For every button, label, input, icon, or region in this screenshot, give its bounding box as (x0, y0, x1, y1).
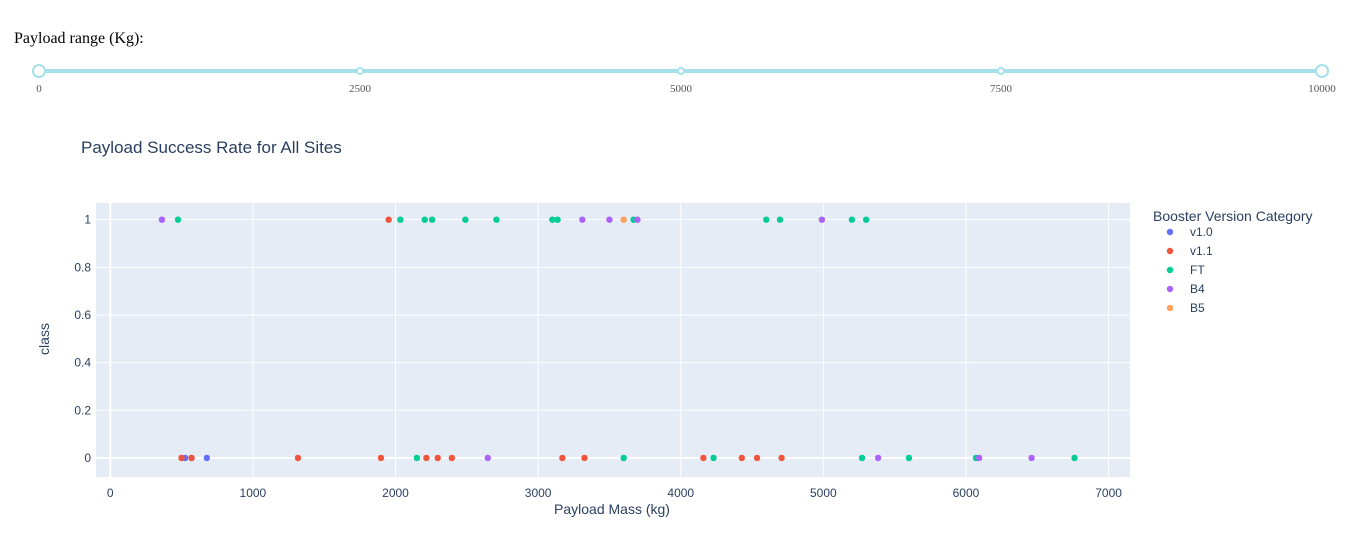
y-tick-label: 0.6 (74, 308, 91, 322)
data-point-ft (462, 216, 469, 223)
data-point-ft (174, 216, 182, 223)
plot-area (96, 203, 1130, 477)
legend-title: Booster Version Category (1153, 208, 1313, 224)
legend-marker (1166, 228, 1174, 236)
data-point-b4 (158, 216, 166, 223)
data-point-v1-1 (178, 454, 185, 462)
slider-max-handle[interactable] (1315, 64, 1329, 78)
data-point-b4 (874, 454, 882, 462)
data-point-v1-1 (581, 454, 588, 462)
slider-mark-5000: 5000 (670, 83, 692, 95)
data-point-b4 (975, 454, 983, 462)
legend-item-label: B5 (1190, 301, 1205, 315)
legend-item-label: B4 (1190, 282, 1205, 296)
data-point-v1-1 (423, 454, 430, 462)
chart-title: Payload Success Rate for All Sites (81, 138, 342, 157)
legend-marker (1166, 266, 1174, 274)
y-axis-label: class (36, 323, 52, 355)
data-point-ft (428, 216, 436, 223)
data-point-v1-1 (559, 454, 566, 462)
payload-range-label: Payload range (Kg): (14, 30, 144, 47)
y-tick-label: 0.4 (74, 356, 91, 370)
x-tick-label: 5000 (810, 486, 837, 500)
y-tick-label: 0 (84, 451, 91, 465)
y-tick-label: 0.8 (74, 260, 91, 274)
slider-min-handle[interactable] (32, 64, 46, 78)
x-axis-label: Payload Mass (kg) (554, 501, 670, 517)
data-point-ft (413, 454, 421, 462)
data-point-v1-1 (738, 454, 745, 462)
data-point-ft (397, 216, 404, 223)
data-point-v1-1 (294, 454, 302, 462)
data-point-ft (620, 454, 627, 462)
y-tick-label: 0.2 (74, 403, 91, 417)
data-point-b4 (634, 216, 641, 223)
slider-mark-dot-2500 (356, 67, 364, 75)
data-point-v1-1 (385, 216, 392, 223)
data-point-ft (549, 216, 556, 223)
slider-mark-dot-5000 (677, 67, 685, 75)
slider-mark-dot-7500 (997, 67, 1005, 75)
x-tick-labels: 0 1000 2000 3000 4000 5000 6000 7000 (107, 486, 1122, 500)
data-point-ft (1071, 454, 1078, 462)
data-point-ft (763, 216, 770, 223)
data-point-ft (421, 216, 428, 223)
data-point-ft (848, 216, 856, 223)
data-point-ft (862, 216, 870, 223)
data-point-b4 (818, 216, 826, 223)
legend-marker (1166, 304, 1174, 312)
data-point-ft (905, 454, 913, 462)
x-tick-label: 1000 (240, 486, 267, 500)
data-point-b4 (1028, 454, 1035, 462)
data-point-ft (493, 216, 500, 223)
data-point-b5 (620, 216, 627, 223)
data-point-ft (858, 454, 866, 462)
x-tick-label: 4000 (667, 486, 694, 500)
data-point-b4 (579, 216, 586, 223)
grid-lines (96, 203, 1130, 477)
y-tick-labels: 0 0.2 0.4 0.6 0.8 1 (74, 213, 91, 465)
x-tick-label: 2000 (382, 486, 409, 500)
data-point-v1-1 (434, 454, 441, 462)
y-tick-label: 1 (84, 213, 91, 227)
x-tick-label: 7000 (1095, 486, 1122, 500)
x-tick-label: 3000 (525, 486, 552, 500)
slider-mark-10000: 10000 (1308, 83, 1336, 95)
data-point-v1-1 (700, 454, 707, 462)
slider-mark-7500: 7500 (990, 83, 1012, 95)
data-point-v1-1 (753, 454, 761, 462)
data-point-b4 (606, 216, 613, 223)
legend-item-label: FT (1190, 263, 1205, 277)
data-point-v1-0 (203, 454, 211, 462)
data-point-v1-1 (188, 454, 195, 462)
data-point-ft (776, 216, 784, 223)
legend-item-label: v1.1 (1190, 244, 1213, 258)
x-tick-label: 0 (107, 486, 114, 500)
payload-scatter-chart: Payload Success Rate for All Sites 0 1000… (36, 138, 1313, 517)
data-point-ft (554, 216, 561, 223)
legend: v1.0 v1.1 FT B4 B5 (1166, 225, 1213, 315)
data-point-ft (710, 454, 717, 462)
data-points (158, 216, 1078, 462)
data-point-v1-1 (448, 454, 456, 462)
data-point-v1-1 (377, 454, 385, 462)
legend-item-label: v1.0 (1190, 225, 1213, 239)
legend-marker (1166, 247, 1174, 255)
legend-marker (1166, 285, 1174, 293)
x-tick-label: 6000 (953, 486, 980, 500)
slider-mark-2500: 2500 (349, 83, 371, 95)
data-point-b4 (484, 454, 491, 462)
data-point-v1-1 (778, 454, 785, 462)
slider-mark-0: 0 (36, 83, 42, 95)
